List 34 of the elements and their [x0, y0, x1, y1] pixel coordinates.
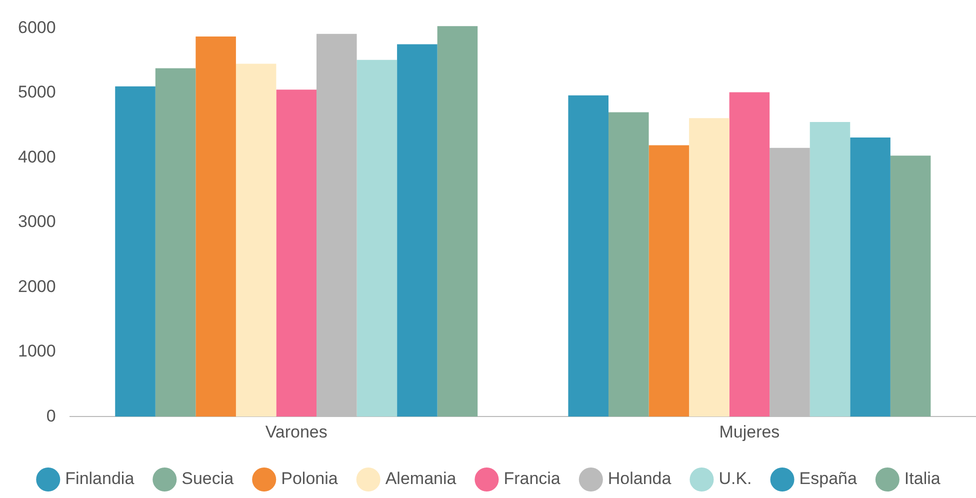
bar [276, 90, 316, 417]
y-tick-label: 2000 [18, 276, 56, 296]
bar [810, 122, 850, 417]
bar [850, 138, 890, 417]
bar [196, 36, 236, 417]
legend-label: Alemania [385, 469, 457, 488]
bar [608, 112, 649, 417]
y-tick-label: 6000 [18, 18, 56, 37]
bar [356, 60, 398, 417]
bar [397, 44, 438, 417]
bar [729, 92, 770, 417]
y-tick-label: 1000 [18, 342, 56, 361]
legend-label: Polonia [281, 469, 338, 488]
bar [890, 156, 931, 417]
legend-label: U.K. [718, 469, 752, 488]
legend-label: Francia [504, 469, 561, 488]
y-tick-label: 0 [46, 406, 56, 426]
legend-label: Suecia [182, 469, 234, 488]
bar [568, 95, 608, 417]
legend-label: Holanda [608, 469, 672, 488]
bar [236, 64, 276, 417]
y-tick-label: 5000 [18, 82, 56, 102]
bar [648, 145, 690, 417]
y-tick-label: 3000 [18, 212, 56, 232]
bar [689, 118, 730, 417]
bar [155, 68, 196, 417]
legend-label: España [799, 469, 858, 488]
bar [115, 86, 156, 417]
legend-label: Italia [904, 469, 941, 488]
x-tick-label: Varones [265, 422, 328, 442]
bar [437, 26, 478, 417]
x-tick-label: Mujeres [719, 422, 780, 442]
legend-label: Finlandia [65, 469, 135, 488]
y-tick-label: 4000 [18, 147, 56, 166]
